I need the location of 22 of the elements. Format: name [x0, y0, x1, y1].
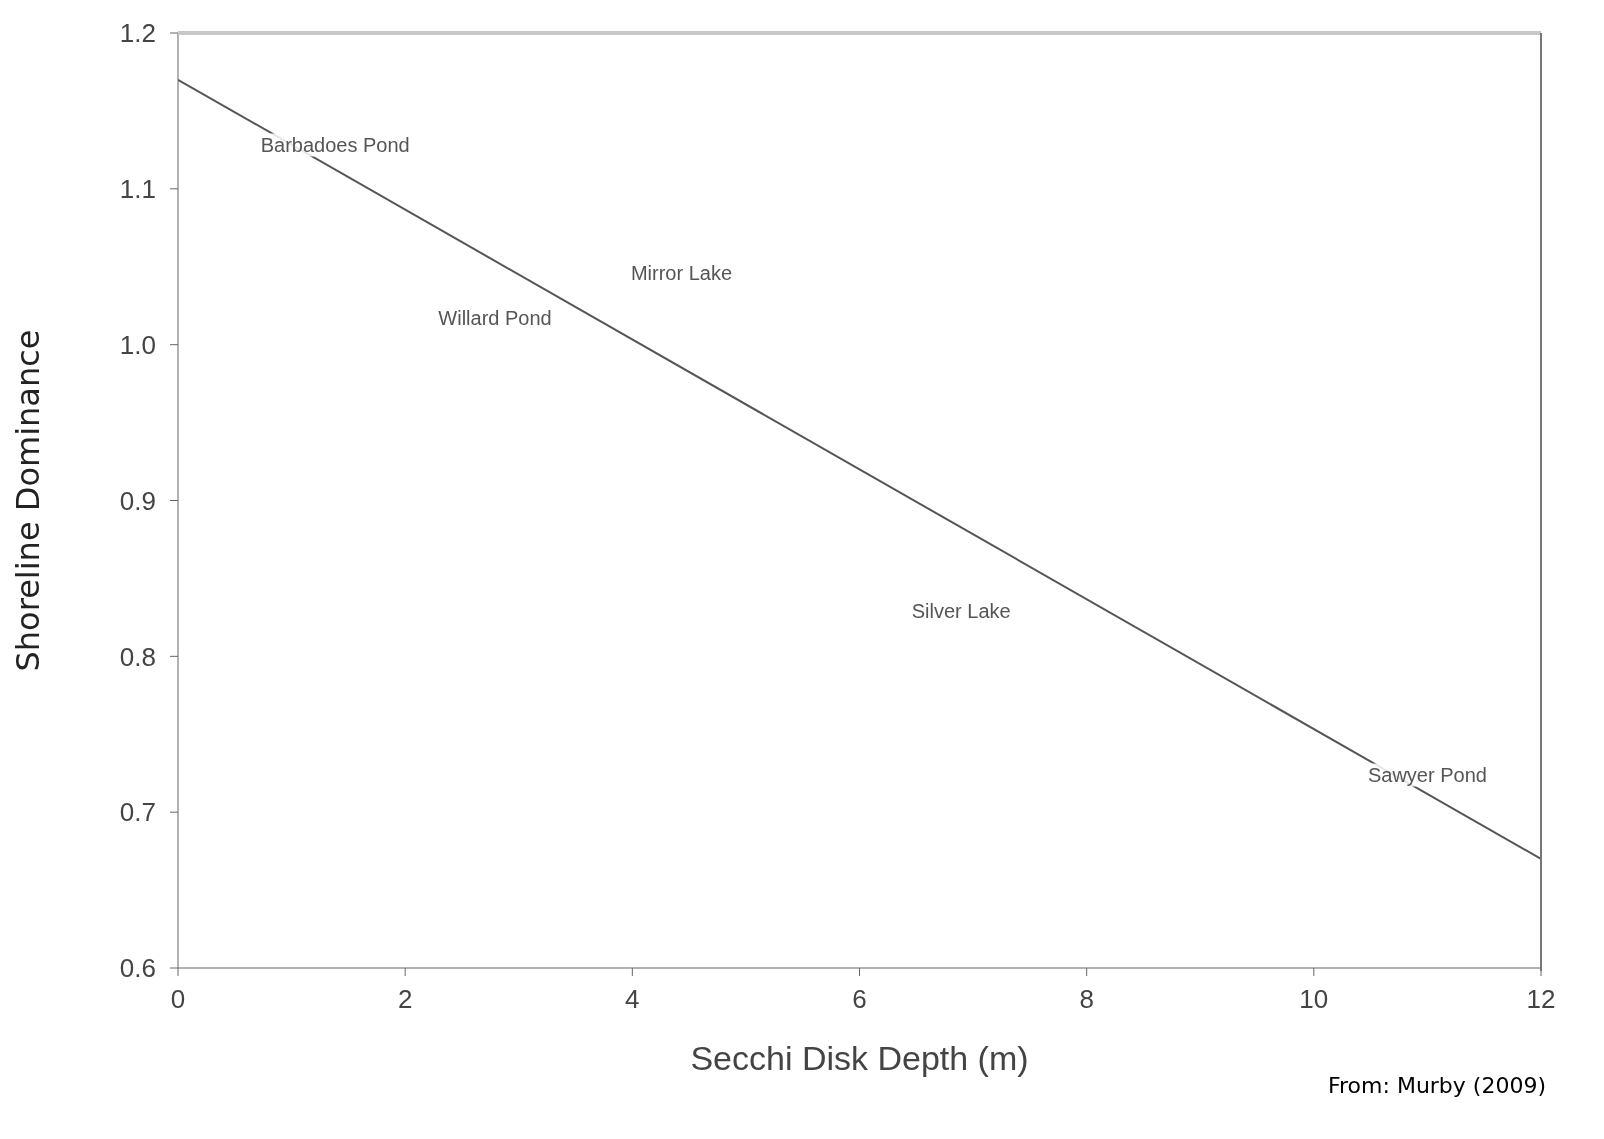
x-tick-label: 2: [397, 984, 413, 1015]
y-tick-label: 0.6: [119, 953, 156, 984]
x-tick-label: 8: [1079, 984, 1094, 1015]
y-tick-label: 0.9: [119, 485, 156, 516]
annotation: Silver Lake: [909, 599, 1013, 623]
y-tick-label: 1.0: [119, 329, 156, 360]
x-tick-label: 10: [1299, 984, 1329, 1015]
y-axis-title: Shoreline Dominance: [9, 329, 48, 672]
annotation: Sawyer Pond: [1365, 763, 1489, 787]
x-tick-label: 0: [170, 984, 186, 1015]
x-axis-title: Secchi Disk Depth (m): [690, 1039, 1029, 1077]
y-tick-label: 0.7: [119, 797, 156, 828]
y-tick-label: 1.1: [119, 174, 156, 205]
annotation: Barbadoes Pond: [258, 133, 412, 157]
annotation: Mirror Lake: [628, 261, 735, 285]
x-tick-label: 4: [625, 984, 640, 1015]
x-tick-label: 6: [852, 984, 867, 1015]
y-tick-label: 0.8: [119, 641, 156, 672]
y-tick-label: 1.2: [119, 18, 156, 49]
annotation: Willard Pond: [436, 306, 554, 330]
x-tick-label: 12: [1526, 984, 1556, 1015]
text: From: Murby (2009): [1327, 1073, 1546, 1098]
